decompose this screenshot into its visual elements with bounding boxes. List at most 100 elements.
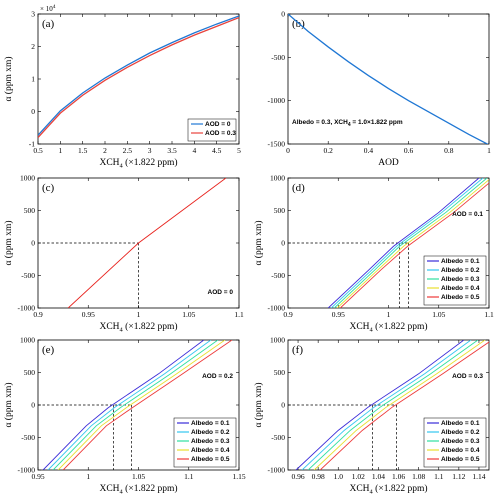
x-tick-label: 0.95 <box>31 472 44 481</box>
annotation: AOD = 0.2 <box>202 373 233 380</box>
series-line-4 <box>313 340 486 470</box>
annotation: AOD = 0.3 <box>452 373 483 380</box>
x-tick-label: 1 <box>487 146 491 155</box>
y-tick-label: 0 <box>281 239 285 248</box>
series-line-3 <box>307 340 479 470</box>
x-axis-label: AOD <box>378 158 399 168</box>
y-axis-label: α (ppm xm) <box>3 382 14 427</box>
y-axis-label: α (ppm xm) <box>3 56 14 101</box>
series-line-1 <box>38 15 239 136</box>
y-tick-label: 3 <box>31 10 35 19</box>
x-tick-label: 1.05 <box>432 310 445 319</box>
y-tick-label: 0 <box>31 239 35 248</box>
y-tick-label: 500 <box>24 206 36 215</box>
y-tick-label: -500 <box>271 271 285 280</box>
series-line-1 <box>295 340 465 470</box>
x-tick-label: 0.9 <box>283 310 293 319</box>
legend-label: Albedo = 0.2 <box>191 429 230 436</box>
legend: Albedo = 0.1 Albedo = 0.2 Albedo = 0.3 Albe… <box>423 417 487 468</box>
x-tick-label: 0.8 <box>444 146 454 155</box>
y-tick-label: -1500 <box>268 140 286 149</box>
x-tick-label: 1.1 <box>484 310 494 319</box>
y-tick-label: -500 <box>21 433 35 442</box>
y-tick-label: 2 <box>31 42 35 51</box>
x-tick-label: 2.5 <box>123 146 133 155</box>
y-tick-label: -1000 <box>18 466 36 475</box>
legend-label: Albedo = 0.1 <box>441 420 480 427</box>
series-line-3 <box>52 340 219 470</box>
x-tick-label: 1.1 <box>184 472 194 481</box>
series-line-2 <box>47 340 212 470</box>
y-tick-label: 1000 <box>270 336 285 345</box>
series-line-4 <box>57 340 226 470</box>
legend: Albedo = 0.1 Albedo = 0.2 Albedo = 0.3 Albe… <box>423 255 487 306</box>
x-tick-label: 5 <box>237 146 241 155</box>
series-line-2 <box>330 178 484 308</box>
series-group <box>327 178 489 308</box>
annotation: Albedo = 0.3, XCH4 = 1.0×1.822 ppm <box>292 119 403 128</box>
panel-b: 0 0.2 0.4 0.6 0.8 1-1500-1000-5000AOD(b)Albed… <box>268 10 492 169</box>
y-tick-label: 0 <box>31 401 35 410</box>
series-line-2 <box>301 340 472 470</box>
series-group <box>295 340 489 470</box>
x-tick-label: 1.1 <box>434 472 444 481</box>
x-tick-label: 1.15 <box>232 472 245 481</box>
x-tick-label: 0.6 <box>404 146 414 155</box>
y-tick-label: -1000 <box>18 304 36 313</box>
x-axis-label: XCH4 (×1.822 ppm) <box>99 157 177 170</box>
y-tick-label: 500 <box>274 206 286 215</box>
x-tick-label: 0.2 <box>324 146 334 155</box>
x-tick-label: 1.08 <box>412 472 425 481</box>
panel-e: 0.95 1 1.05 1.1 1.15 -1000 -500 0 500 1000 XCH4 (×… <box>3 336 246 496</box>
legend-label: Albedo = 0.4 <box>441 447 480 454</box>
panel-label: (c) <box>42 182 55 194</box>
series-line-1 <box>42 340 205 470</box>
x-tick-label: 1.05 <box>182 310 195 319</box>
series-line-1 <box>67 178 227 308</box>
y-tick-label: -1 <box>29 140 35 149</box>
legend-label: Albedo = 0.5 <box>191 456 230 463</box>
annotation: AOD = 0.1 <box>452 211 483 218</box>
y-tick-label: 500 <box>274 368 286 377</box>
legend-label: Albedo = 0.2 <box>441 267 480 274</box>
x-tick-label: 1 <box>137 310 141 319</box>
x-tick-label: 3.5 <box>167 146 177 155</box>
legend: Albedo = 0.1 Albedo = 0.2 Albedo = 0.3 Albe… <box>173 417 237 468</box>
x-tick-label: 0.4 <box>364 146 374 155</box>
x-axis-label: XCH4 (×1.822 ppm) <box>99 321 177 334</box>
x-tick-label: 0 <box>286 146 290 155</box>
panel-c: 0.9 0.95 1 1.05 1.1 -1000 -500 0 500 1000 XCH4 (×1… <box>3 174 244 334</box>
x-tick-label: 1 <box>86 472 90 481</box>
x-tick-label: 0.95 <box>332 310 345 319</box>
y-tick-label: 0 <box>31 107 35 116</box>
panel-label: (a) <box>42 18 55 30</box>
x-tick-label: 0.98 <box>312 472 325 481</box>
x-tick-label: 1.1 <box>234 310 244 319</box>
series-line-1 <box>327 178 480 308</box>
annotation: AOD = 0 <box>208 289 234 296</box>
y-axis-label: α (ppm xm) <box>3 220 14 265</box>
y-tick-label: 1 <box>31 75 35 84</box>
x-tick-label: 3 <box>148 146 152 155</box>
legend-label: Albedo = 0.1 <box>191 420 230 427</box>
x-tick-label: 1.0 <box>334 472 344 481</box>
y-tick-label: -1000 <box>268 304 286 313</box>
x-tick-label: 1 <box>58 146 62 155</box>
legend-label: Albedo = 0.3 <box>191 438 230 445</box>
series-group <box>38 15 239 138</box>
x-tick-label: 1.04 <box>372 472 385 481</box>
y-tick-label: -500 <box>271 53 285 62</box>
x-tick-label: 1.06 <box>392 472 405 481</box>
y-tick-label: 1000 <box>270 174 285 183</box>
legend-label: Albedo = 0.3 <box>441 438 480 445</box>
y-tick-label: -500 <box>271 433 285 442</box>
x-tick-label: 0.95 <box>82 310 95 319</box>
legend-label: AOD = 0.3 <box>205 130 236 137</box>
y-axis-label: α (ppm xm) <box>253 382 264 427</box>
x-axis-label: XCH4 (×1.822 ppm) <box>349 321 427 334</box>
y-tick-label: 1000 <box>20 336 35 345</box>
panel-a: 0.5 1 1.5 2 2.5 3 3.5 4 4.5 5 -1 0 1 2 3 × 104 XCH4 (×1.… <box>3 4 241 170</box>
y-tick-label: -1000 <box>268 466 286 475</box>
series-line-1 <box>288 14 489 144</box>
x-tick-label: 0.5 <box>33 146 43 155</box>
